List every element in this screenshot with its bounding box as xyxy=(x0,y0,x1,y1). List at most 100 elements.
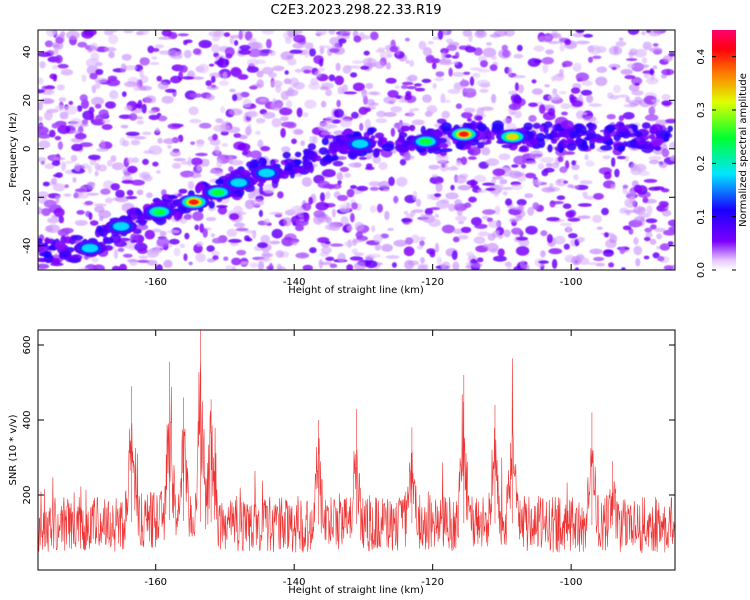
noise-blob xyxy=(338,38,347,44)
noise-blob xyxy=(163,259,173,268)
noise-blob xyxy=(141,173,150,178)
noise-blob xyxy=(488,220,501,228)
noise-blob xyxy=(89,220,99,226)
snr-ylabel: SNR (10 * v/v) xyxy=(8,414,19,485)
noise-blob xyxy=(220,130,229,136)
ridge-blob xyxy=(550,128,558,138)
noise-blob xyxy=(629,48,638,56)
noise-blob xyxy=(218,80,229,86)
noise-blob xyxy=(573,174,579,181)
noise-blob xyxy=(287,86,294,97)
noise-blob xyxy=(89,113,95,123)
noise-blob xyxy=(246,110,259,118)
noise-blob xyxy=(229,35,234,45)
noise-blob xyxy=(533,59,543,64)
noise-blob xyxy=(351,202,358,210)
noise-blob xyxy=(653,65,658,70)
noise-blob xyxy=(216,204,228,209)
noise-blob xyxy=(596,226,603,230)
noise-blob xyxy=(52,49,59,55)
noise-blob xyxy=(334,75,345,86)
noise-blob xyxy=(337,194,348,202)
noise-blob xyxy=(166,229,180,234)
noise-blob xyxy=(486,242,499,253)
noise-blob xyxy=(54,54,63,64)
noise-blob xyxy=(123,30,134,34)
y-tick-label: 20 xyxy=(22,94,33,107)
noise-blob xyxy=(523,263,530,270)
noise-blob xyxy=(122,140,130,147)
ridge-blob xyxy=(54,240,67,250)
noise-blob xyxy=(214,170,223,177)
noise-blob xyxy=(212,255,219,261)
noise-blob xyxy=(269,240,281,245)
noise-blob xyxy=(249,150,262,159)
noise-blob xyxy=(308,48,316,57)
ridge-blob xyxy=(314,155,322,162)
noise-blob xyxy=(644,114,659,122)
noise-blob xyxy=(446,44,458,52)
ridge-blob xyxy=(631,124,639,131)
noise-blob xyxy=(441,110,451,119)
noise-blob xyxy=(44,40,54,48)
noise-blob xyxy=(609,234,618,244)
noise-blob xyxy=(333,130,345,136)
noise-blob xyxy=(319,192,326,202)
noise-blob xyxy=(667,241,674,246)
noise-blob xyxy=(458,221,465,225)
noise-blob xyxy=(462,87,477,93)
noise-blob xyxy=(474,30,487,39)
noise-blob xyxy=(84,200,94,206)
noise-blob xyxy=(144,95,157,104)
noise-blob xyxy=(577,203,592,207)
ridge-blob xyxy=(138,219,147,226)
noise-blob xyxy=(154,44,165,49)
noise-blob xyxy=(135,103,142,109)
noise-blob xyxy=(196,164,202,172)
noise-blob xyxy=(642,41,652,51)
noise-blob xyxy=(64,184,69,189)
noise-blob xyxy=(339,166,349,172)
noise-blob xyxy=(346,264,354,270)
noise-blob xyxy=(233,133,242,138)
noise-blob xyxy=(245,126,252,136)
noise-blob xyxy=(44,85,55,90)
noise-blob xyxy=(513,95,522,105)
noise-blob xyxy=(206,85,219,91)
noise-blob xyxy=(387,90,399,98)
heatmap-panel: -160 -140 -120 -100 -40 -20 0 20 40 Height of st… xyxy=(8,29,676,296)
ridge-blob xyxy=(282,151,291,159)
ridge-blob xyxy=(302,148,312,155)
noise-blob xyxy=(97,164,107,172)
noise-blob xyxy=(249,262,258,268)
noise-blob xyxy=(468,196,477,203)
noise-blob xyxy=(103,30,114,36)
ridge-blob xyxy=(168,194,178,200)
noise-blob xyxy=(477,69,491,73)
noise-blob xyxy=(190,141,196,145)
x-tick-label: -120 xyxy=(421,277,444,288)
noise-blob xyxy=(303,212,310,222)
noise-blob xyxy=(285,37,292,44)
noise-blob xyxy=(169,150,182,157)
noise-blob xyxy=(492,176,504,180)
colorbar-tick-label: 0.0 xyxy=(696,262,707,278)
noise-blob xyxy=(260,234,271,245)
noise-blob xyxy=(57,228,70,237)
heatmap-ticks: -160 -140 -120 -100 -40 -20 0 20 40 xyxy=(22,30,675,288)
noise-blob xyxy=(120,63,127,73)
noise-blob xyxy=(77,41,88,48)
noise-blob xyxy=(364,260,378,269)
noise-blob xyxy=(561,60,573,67)
noise-blob xyxy=(378,181,391,189)
noise-blob xyxy=(575,72,590,82)
noise-blob xyxy=(91,257,99,263)
noise-blob xyxy=(603,232,610,238)
noise-blob xyxy=(464,107,476,113)
noise-blob xyxy=(661,93,671,101)
ridge-blob xyxy=(585,129,596,138)
noise-blob xyxy=(428,218,441,227)
noise-blob xyxy=(467,146,481,156)
noise-blob xyxy=(339,203,351,213)
ridge-blob xyxy=(634,144,646,150)
